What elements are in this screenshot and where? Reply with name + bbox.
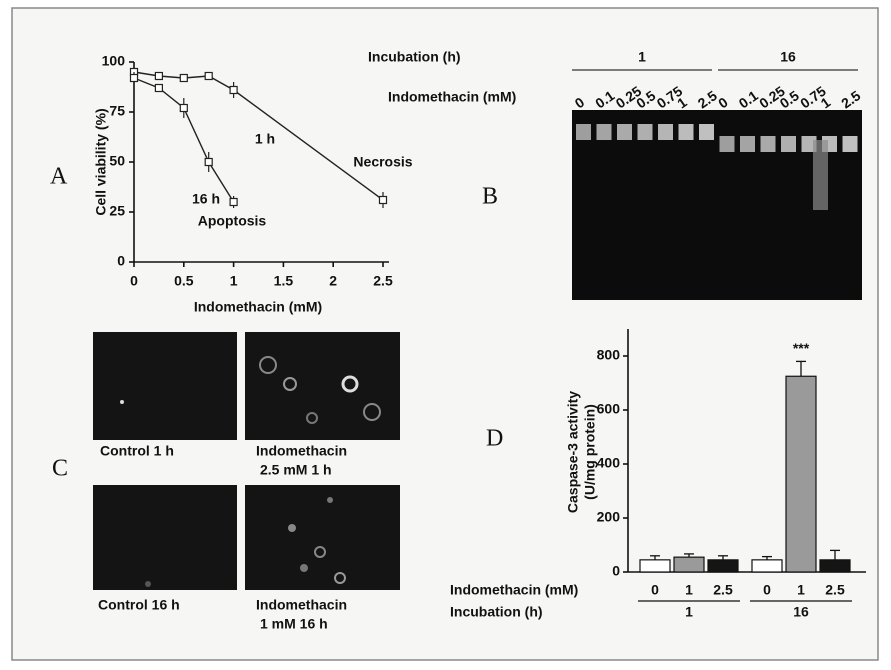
y-tick-label: 0	[117, 253, 125, 269]
x-tick-label: 0	[651, 582, 659, 598]
significance: ***	[793, 340, 810, 356]
bar	[707, 559, 739, 573]
caption: 1 mM 16 h	[260, 616, 328, 632]
series-label: 1 h	[255, 131, 275, 147]
annotation: Necrosis	[353, 154, 412, 170]
cell	[334, 572, 346, 584]
caption: Control 1 h	[100, 443, 174, 459]
micrograph	[245, 485, 400, 590]
group-label: 1	[685, 604, 693, 620]
panel-label: C	[52, 456, 68, 482]
x-tick-label: 0	[130, 273, 138, 289]
cell	[300, 564, 308, 572]
cell	[145, 581, 151, 587]
x-tick-label: 1	[797, 582, 805, 598]
data-point	[179, 73, 188, 83]
gel-band	[801, 136, 817, 152]
group-label: 16	[793, 604, 809, 620]
y-tick-label: 50	[109, 153, 125, 169]
bar	[785, 375, 817, 573]
y-axis-label: Cell viability (%)	[93, 108, 109, 215]
gel-group-label: 16	[780, 49, 796, 65]
series-label: 16 h	[192, 191, 220, 207]
cell	[306, 412, 318, 424]
y-axis-label: (U/mg protein)	[582, 404, 598, 500]
gel-band	[596, 124, 612, 140]
y-tick-label: 75	[109, 103, 125, 119]
x-tick-label: 2	[329, 273, 337, 289]
caption: Indomethacin	[256, 597, 347, 613]
bar	[819, 559, 851, 573]
row-label: Incubation (h)	[450, 604, 543, 620]
micrograph	[93, 332, 237, 440]
data-point	[129, 73, 139, 83]
caption: Control 16 h	[98, 597, 180, 613]
y-tick-label: 200	[597, 509, 621, 525]
gel-group-label: 1	[638, 49, 646, 65]
gel-band	[781, 136, 796, 152]
gel-band	[842, 136, 858, 152]
series-line	[133, 71, 384, 201]
row-label: Indomethacin (mM)	[450, 582, 578, 598]
annotation: Apoptosis	[198, 213, 267, 229]
gel-smear	[813, 140, 828, 210]
x-tick-label: 2.5	[373, 273, 393, 289]
data-point	[179, 103, 188, 113]
bar	[751, 559, 783, 573]
x-tick-label: 2.5	[825, 582, 845, 598]
gel-band	[658, 124, 673, 140]
cell	[283, 377, 297, 391]
gel-row-label: Incubation (h)	[368, 49, 461, 65]
micrograph-images	[93, 332, 400, 590]
cell	[314, 546, 326, 558]
y-tick-label: 100	[102, 53, 126, 69]
x-axis-label: Indomethacin (mM)	[194, 299, 322, 315]
gel-band	[719, 136, 735, 152]
gel-band	[678, 124, 694, 140]
data-point	[229, 197, 238, 207]
cell	[288, 524, 296, 532]
x-tick-label: 2.5	[713, 582, 733, 598]
gel-band	[637, 124, 653, 140]
gel-band	[699, 124, 714, 140]
panel-label: B	[482, 184, 498, 210]
x-tick-label: 0.5	[174, 273, 194, 289]
gel-band	[617, 124, 632, 140]
bar	[639, 559, 671, 573]
micrograph	[245, 332, 400, 440]
cell	[259, 356, 277, 374]
y-tick-label: 600	[597, 401, 621, 417]
cell	[327, 497, 333, 503]
gel-band	[760, 136, 776, 152]
data-point	[204, 71, 213, 81]
y-tick-label: 25	[109, 203, 125, 219]
data-point	[229, 85, 238, 95]
cell	[341, 375, 359, 393]
y-axis-label: Caspase-3 activity	[565, 391, 581, 513]
y-tick-label: 400	[597, 455, 621, 471]
x-tick-label: 1	[230, 273, 238, 289]
x-tick-label: 1.5	[274, 273, 294, 289]
gel-row-label: Indomethacin (mM)	[388, 89, 516, 105]
panel-label: D	[486, 426, 503, 452]
data-point	[154, 71, 163, 81]
cell	[363, 403, 381, 421]
y-tick-label: 800	[597, 347, 621, 363]
data-point	[378, 195, 388, 205]
micrograph	[93, 485, 237, 590]
y-tick-label: 0	[612, 563, 620, 579]
x-tick-label: 0	[763, 582, 771, 598]
caption: 2.5 mM 1 h	[260, 462, 332, 478]
gel-band	[576, 124, 591, 140]
caption: Indomethacin	[256, 443, 347, 459]
data-point	[154, 83, 163, 93]
x-tick-label: 1	[685, 582, 693, 598]
bar	[673, 556, 705, 573]
panel-label: A	[50, 164, 68, 190]
gel-band	[740, 136, 755, 152]
data-point	[204, 157, 213, 167]
cell	[120, 400, 124, 404]
